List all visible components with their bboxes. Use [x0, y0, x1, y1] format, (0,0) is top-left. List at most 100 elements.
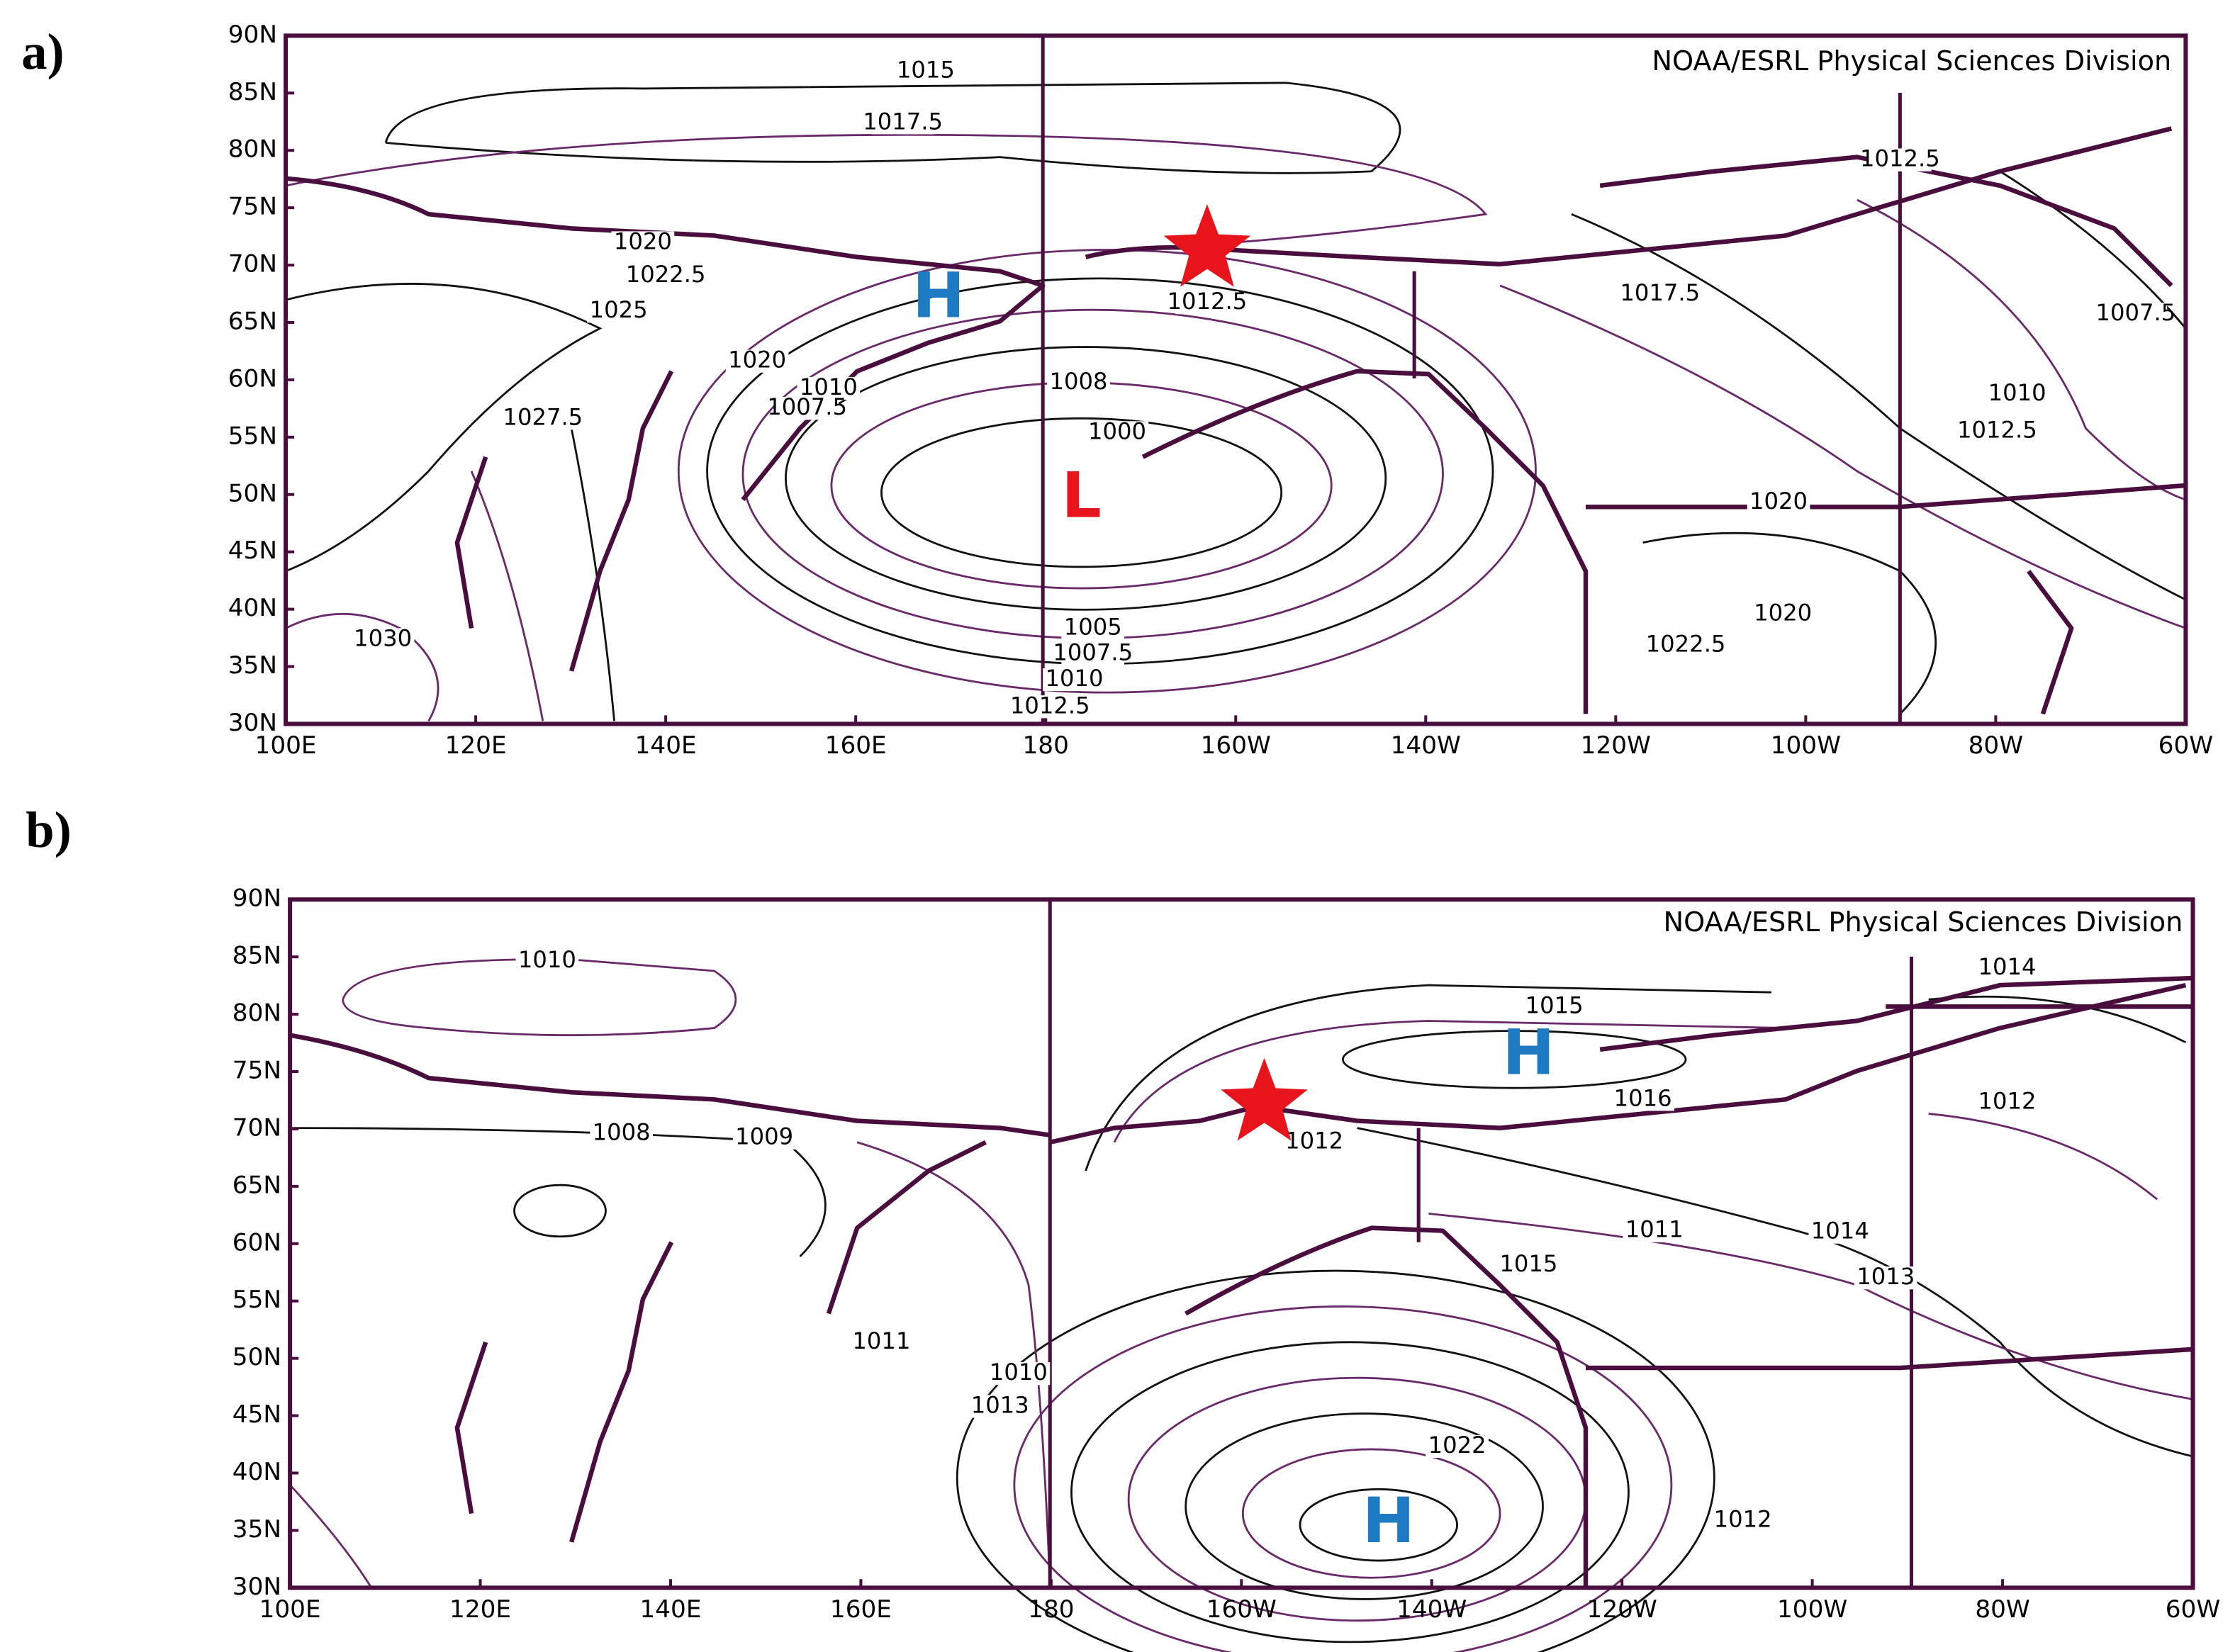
contour-label: 1017.5: [863, 108, 943, 135]
pressure-center: L: [1061, 459, 1101, 532]
contour-label: 1000: [1088, 417, 1146, 444]
contour: [880, 417, 1283, 568]
contour-label: 1012.5: [1010, 692, 1090, 719]
coastline: [1185, 1225, 2193, 1588]
lon-label: 120W: [1587, 1595, 1657, 1624]
lat-label: 40N: [228, 594, 277, 622]
contour: [785, 346, 1387, 611]
contour-label: 1020: [614, 228, 672, 255]
lon-label: 100W: [1771, 731, 1841, 760]
contour-label: 1005: [1064, 613, 1122, 640]
contour: [1299, 1488, 1459, 1562]
contour: [1070, 1341, 1630, 1643]
contour: [956, 1269, 1715, 1652]
contour-label-bg: [1751, 602, 1815, 626]
lat-label: 45N: [228, 536, 277, 565]
lon-label: 100E: [255, 731, 317, 760]
contour-label-bg: [732, 1126, 796, 1150]
contour-label: 1025: [590, 296, 648, 323]
lon-label: 160W: [1206, 1595, 1277, 1624]
lon-label: 80W: [1969, 731, 2023, 760]
contour-label-bg: [894, 60, 958, 83]
contour-label-bg: [850, 1330, 913, 1354]
contour-label-bg: [1976, 1091, 2039, 1114]
contour-label: 1020: [1749, 488, 1808, 515]
contour: [1113, 1020, 1786, 1143]
annotations: a) NOAA/ESRL Physical Sciences Division 90…: [21, 21, 2220, 1624]
contour-label: 1012.5: [1860, 145, 1940, 172]
contour: [1928, 995, 2187, 1043]
contour-label-bg: [2104, 303, 2168, 326]
contour-label-bg: [1047, 371, 1110, 395]
lon-label: 100W: [1777, 1595, 1847, 1624]
lon-label: 180: [1023, 731, 1069, 760]
contour: [1085, 984, 1772, 1171]
lat-label: 65N: [228, 307, 277, 335]
contour-label-bg: [1966, 420, 2029, 443]
contour-label-bg: [871, 111, 935, 135]
contour-label-bg: [1018, 695, 1082, 719]
contour-label-bg: [1711, 1509, 1775, 1532]
panel-label: a): [21, 23, 64, 80]
contour-label-bg: [1611, 1088, 1674, 1111]
contour: [677, 249, 1537, 694]
contour-label: 1010: [1988, 379, 2046, 406]
contour-label: 1008: [593, 1119, 651, 1146]
pressure-center: H: [912, 259, 965, 332]
contour-label: 1020: [1754, 599, 1812, 626]
contour-label-bg: [515, 949, 579, 973]
contour-label: 1011: [852, 1327, 910, 1354]
contour: [1341, 1030, 1687, 1089]
lon-label: 120E: [449, 1595, 511, 1624]
panel-label: b): [26, 801, 71, 858]
pressure-center: H: [1502, 1016, 1555, 1089]
lon-label: 60W: [2158, 731, 2213, 760]
contour-label-bg: [587, 300, 650, 323]
contour-label: 1014: [1978, 953, 2036, 980]
credit: NOAA/ESRL Physical Sciences Division: [1652, 45, 2171, 77]
contour-label-bg: [1623, 1219, 1686, 1242]
lat-label: 60N: [233, 1228, 281, 1257]
lon-label: 160W: [1201, 731, 1271, 760]
contour-label: 1008: [1050, 368, 1108, 395]
contour-label: 1010: [518, 946, 576, 973]
contour: [1357, 1127, 2193, 1458]
contour-label: 1011: [1625, 1216, 1684, 1243]
lat-label: 40N: [233, 1458, 281, 1486]
contour: [1928, 1113, 2158, 1201]
contour-label: 1027.5: [503, 403, 583, 430]
contour: [1241, 1448, 1501, 1579]
contour-label: 1012: [1978, 1087, 2036, 1114]
lon-label: 120E: [445, 731, 507, 760]
contour: [342, 958, 737, 1037]
contour-label-bg: [511, 407, 575, 430]
contour-label: 1012: [1285, 1128, 1343, 1154]
contour-label: 1022.5: [1646, 631, 1726, 658]
lat-label: 90N: [228, 21, 277, 49]
contour-label: 1012: [1714, 1506, 1772, 1533]
contour-label-bg: [1808, 1220, 1872, 1244]
contour-label: 1012.5: [1957, 416, 2037, 443]
contour-label: 1015: [897, 57, 955, 84]
contour: [285, 283, 603, 573]
lat-label: 75N: [233, 1057, 281, 1085]
contour-label: 1015: [1499, 1250, 1557, 1277]
lon-label: 160E: [825, 731, 887, 760]
contour: [470, 471, 544, 721]
contour-label: 1010: [1046, 665, 1104, 692]
contour-label: 1013: [1857, 1263, 1915, 1290]
contour-label: 1010: [800, 373, 858, 400]
contour-label-bg: [775, 397, 839, 420]
coastline: [289, 1033, 1051, 1543]
lon-label: 140W: [1391, 731, 1461, 760]
contour: [290, 1127, 827, 1257]
credit: NOAA/ESRL Physical Sciences Division: [1663, 906, 2183, 938]
lat-label: 85N: [228, 78, 277, 106]
contour-label: 1013: [971, 1391, 1029, 1418]
contour-label-bg: [1854, 1266, 1917, 1290]
contour-label: 1009: [735, 1123, 793, 1150]
lat-label: 70N: [228, 250, 277, 279]
contour-label: 1022.5: [626, 261, 706, 288]
